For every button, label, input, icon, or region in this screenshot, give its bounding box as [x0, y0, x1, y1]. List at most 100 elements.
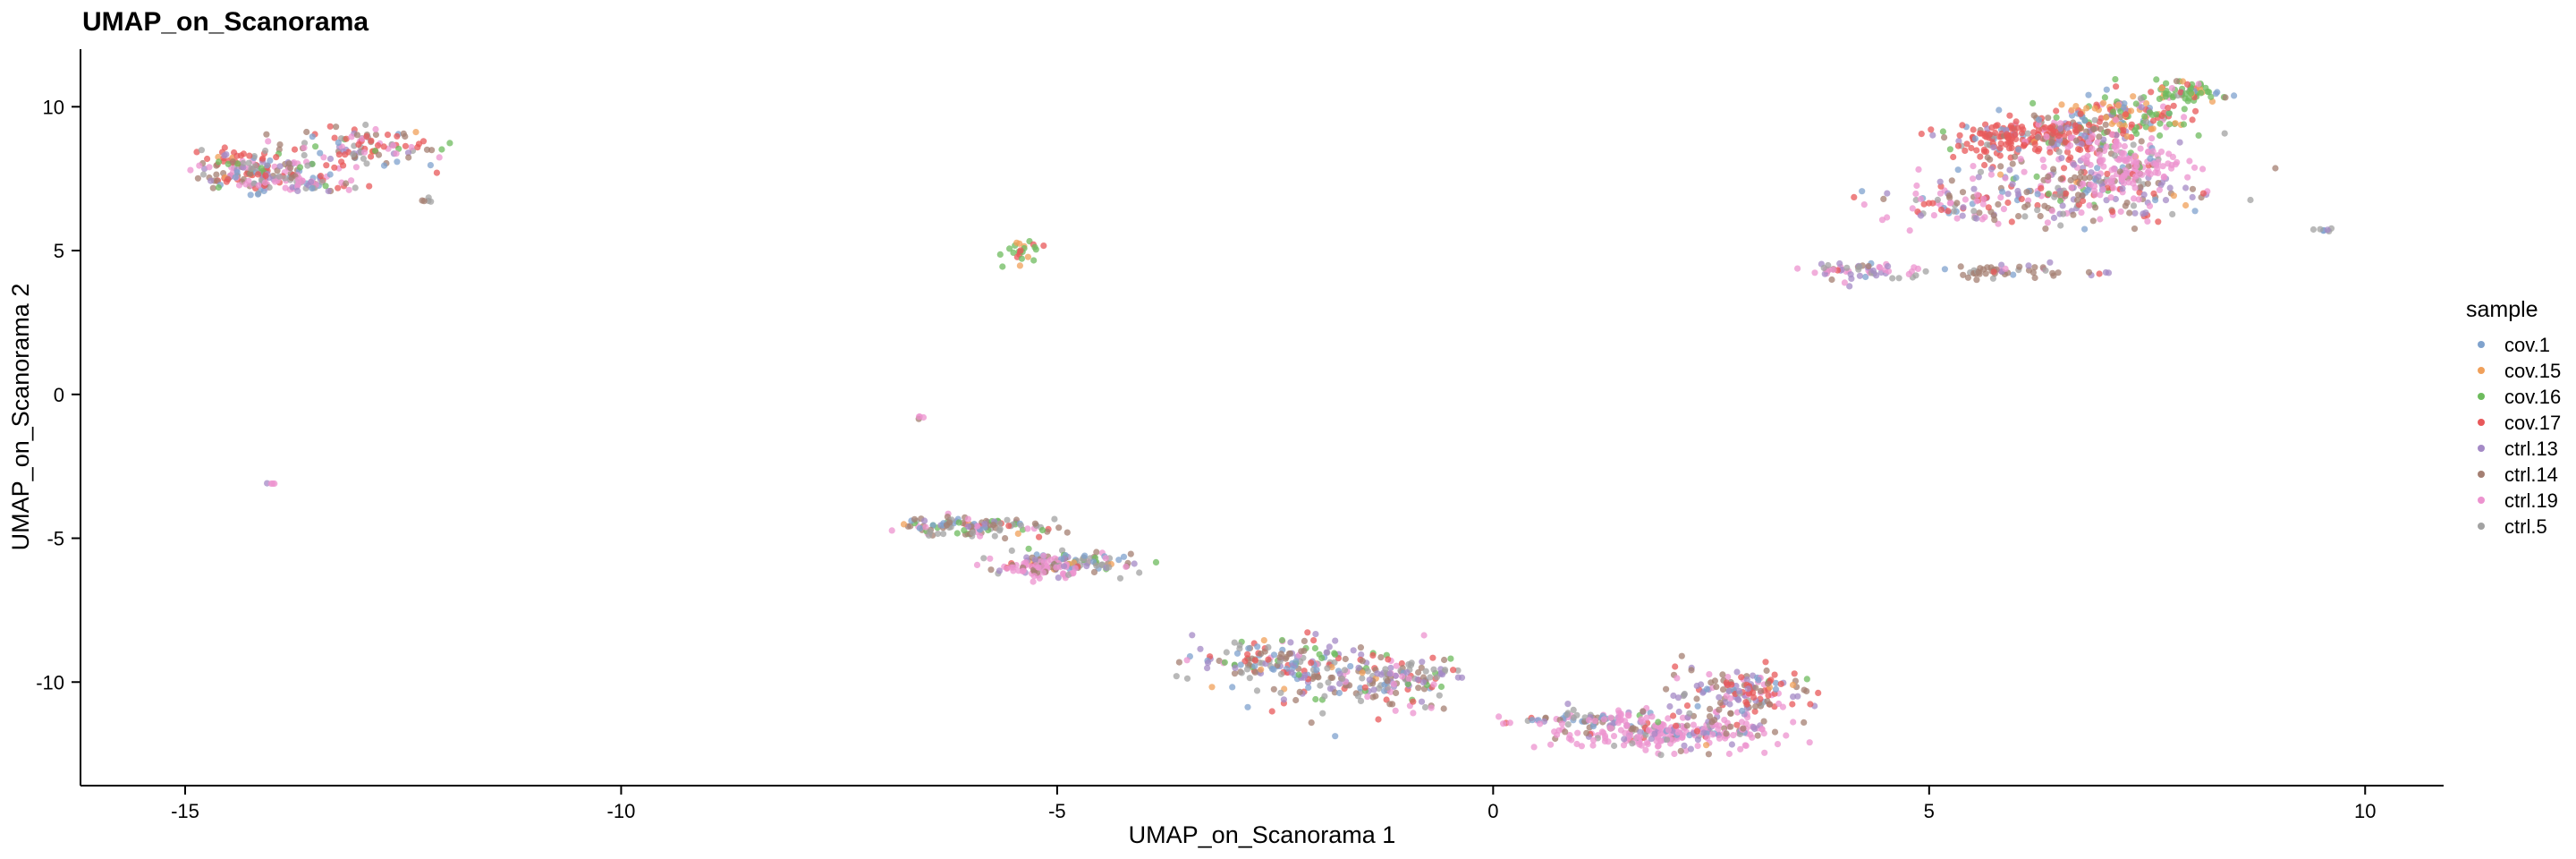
data-point — [2153, 76, 2160, 83]
data-point — [1841, 279, 1848, 286]
data-point — [1265, 643, 1272, 651]
data-point — [1427, 674, 1434, 681]
data-point — [2221, 130, 2228, 137]
data-point — [1238, 669, 1245, 676]
data-point — [2033, 173, 2040, 180]
data-point — [1621, 736, 1628, 743]
data-point — [2131, 184, 2139, 191]
data-point — [1693, 682, 1700, 690]
data-point — [1703, 742, 1710, 749]
data-point — [2189, 193, 2196, 200]
data-point — [2177, 89, 2184, 96]
data-point — [1372, 693, 1379, 700]
legend-title: sample — [2466, 297, 2538, 322]
data-point — [1851, 193, 1858, 200]
data-point — [1674, 675, 1681, 682]
data-point — [2184, 174, 2191, 181]
data-point — [1981, 214, 1988, 221]
data-point — [2008, 218, 2015, 225]
data-point — [2146, 202, 2154, 209]
data-point — [1997, 194, 2004, 201]
data-point — [1002, 535, 1009, 542]
data-point — [2024, 201, 2031, 208]
data-point — [258, 165, 265, 172]
data-point — [1622, 729, 1629, 736]
data-point — [2165, 160, 2172, 167]
data-point — [990, 522, 997, 529]
data-point — [433, 169, 440, 176]
data-point — [1934, 196, 1941, 203]
data-point — [1973, 147, 1980, 154]
data-point — [1642, 746, 1649, 753]
data-point — [1335, 689, 1343, 697]
data-point — [1959, 189, 1967, 196]
data-point — [308, 178, 315, 185]
x-tick-label: 10 — [2354, 800, 2376, 822]
data-point — [2044, 219, 2051, 226]
data-point — [331, 164, 338, 171]
data-point — [1885, 263, 1892, 270]
data-point — [1231, 670, 1239, 677]
data-point — [1369, 651, 1377, 659]
chart-title: UMAP_on_Scanorama — [82, 7, 369, 37]
data-point — [1960, 271, 1967, 278]
data-point — [1699, 689, 1707, 696]
legend-label: cov.16 — [2504, 386, 2561, 408]
legend-items: cov.1 cov.15 cov.16 cov.17 ctrl.13 ctrl.14 ctr… — [2478, 334, 2561, 538]
data-point — [1735, 696, 1742, 703]
data-point — [2055, 149, 2063, 156]
data-point — [2144, 169, 2151, 176]
data-point — [272, 178, 279, 185]
x-tick-label: 5 — [1924, 800, 1935, 822]
data-point — [1878, 217, 1886, 224]
data-point — [921, 517, 928, 524]
data-point — [246, 170, 253, 177]
data-point — [1204, 665, 1211, 672]
data-point — [2130, 93, 2137, 100]
data-point — [1115, 557, 1123, 564]
data-point — [1725, 750, 1733, 758]
data-point — [1723, 730, 1730, 737]
data-point — [1704, 735, 1711, 742]
data-point — [1258, 651, 1265, 658]
data-point — [1574, 729, 1581, 736]
data-point — [1530, 744, 1538, 751]
legend-label: cov.15 — [2504, 360, 2561, 382]
data-point — [1885, 268, 1893, 275]
data-point — [1024, 525, 1031, 532]
data-point — [1332, 637, 1339, 644]
data-point — [1350, 647, 1357, 654]
data-point — [263, 131, 270, 138]
data-point — [326, 171, 334, 178]
data-point — [390, 142, 397, 149]
data-point — [1251, 657, 1258, 664]
data-point — [1390, 680, 1398, 688]
data-point — [1643, 714, 1650, 721]
data-point — [1251, 668, 1258, 676]
data-point — [1790, 719, 1797, 726]
data-point — [1006, 245, 1013, 252]
data-point — [1055, 574, 1062, 582]
data-point — [1366, 676, 1373, 684]
data-point — [2089, 217, 2097, 225]
data-point — [1990, 268, 1997, 276]
data-point — [2156, 95, 2163, 102]
data-point — [2182, 201, 2190, 209]
data-point — [1918, 131, 1925, 138]
data-point — [1752, 685, 1759, 692]
data-point — [953, 530, 961, 537]
data-point — [1807, 701, 1814, 708]
data-point — [2174, 158, 2181, 166]
data-point — [2034, 133, 2042, 140]
data-point — [1681, 742, 1688, 749]
data-point — [2272, 165, 2279, 172]
data-point — [2185, 95, 2192, 102]
data-point — [2131, 195, 2138, 202]
data-point — [405, 154, 412, 161]
data-point — [1405, 675, 1412, 683]
data-point — [1038, 526, 1046, 534]
data-point — [2117, 208, 2124, 216]
data-point — [2094, 165, 2101, 172]
data-point — [216, 158, 223, 166]
data-point — [199, 171, 208, 178]
